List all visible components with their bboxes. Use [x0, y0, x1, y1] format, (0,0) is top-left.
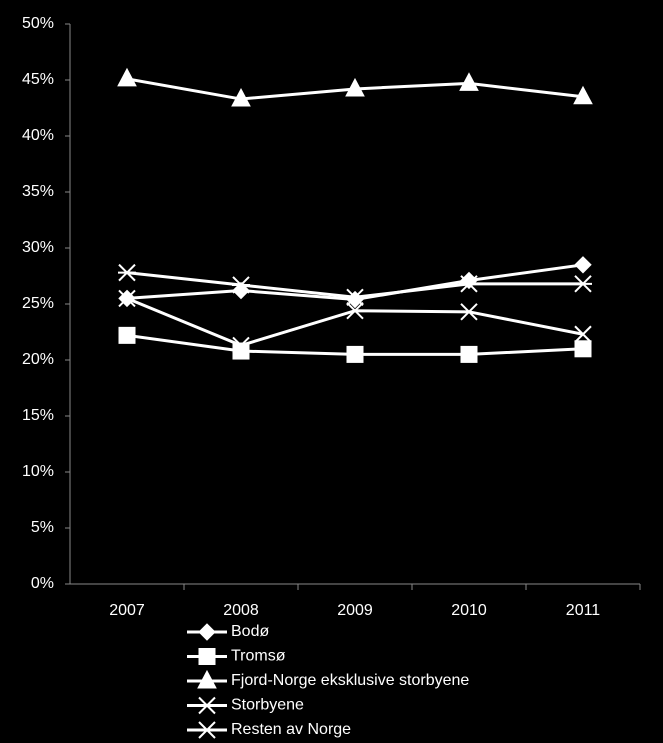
marker [574, 256, 592, 274]
y-tick-label: 15% [22, 407, 54, 424]
marker [460, 275, 478, 293]
y-tick-label: 10% [22, 463, 54, 480]
legend-label: Tromsø [231, 648, 286, 665]
marker [232, 276, 250, 294]
marker [574, 340, 592, 358]
marker [231, 87, 251, 107]
legend-label: Fjord-Norge eksklusive storbyene [231, 672, 469, 689]
marker [346, 302, 364, 320]
marker [118, 289, 136, 308]
marker [574, 275, 592, 293]
marker [460, 303, 478, 321]
legend-marker [197, 669, 217, 689]
y-tick-label: 50% [22, 15, 54, 32]
x-tick-label: 2010 [451, 602, 487, 619]
y-tick-label: 25% [22, 295, 54, 312]
y-tick-label: 30% [22, 239, 54, 256]
y-tick-label: 5% [31, 519, 54, 536]
y-tick-label: 40% [22, 127, 54, 144]
x-tick-label: 2009 [337, 602, 373, 619]
legend-marker [198, 648, 216, 665]
marker [346, 288, 364, 306]
legend-marker [198, 721, 216, 739]
marker [346, 345, 364, 363]
marker [117, 67, 137, 87]
marker [574, 325, 592, 343]
marker [232, 342, 250, 360]
y-tick-label: 0% [31, 575, 54, 592]
legend-label: Bodø [231, 623, 269, 640]
y-tick-label: 45% [22, 71, 54, 88]
legend-marker [198, 623, 216, 641]
y-tick-label: 35% [22, 183, 54, 200]
x-tick-label: 2007 [109, 602, 145, 619]
legend-label: Resten av Norge [231, 721, 351, 738]
legend-label: Storbyene [231, 697, 304, 714]
y-tick-label: 20% [22, 351, 54, 368]
legend-marker [198, 696, 216, 715]
marker [118, 263, 136, 282]
x-tick-label: 2008 [223, 602, 259, 619]
marker [460, 345, 478, 363]
marker [118, 326, 136, 344]
marker [573, 85, 593, 105]
marker [460, 271, 478, 290]
x-tick-label: 2011 [566, 602, 601, 619]
marker [459, 72, 479, 91]
marker [345, 77, 365, 97]
marker [232, 336, 250, 355]
